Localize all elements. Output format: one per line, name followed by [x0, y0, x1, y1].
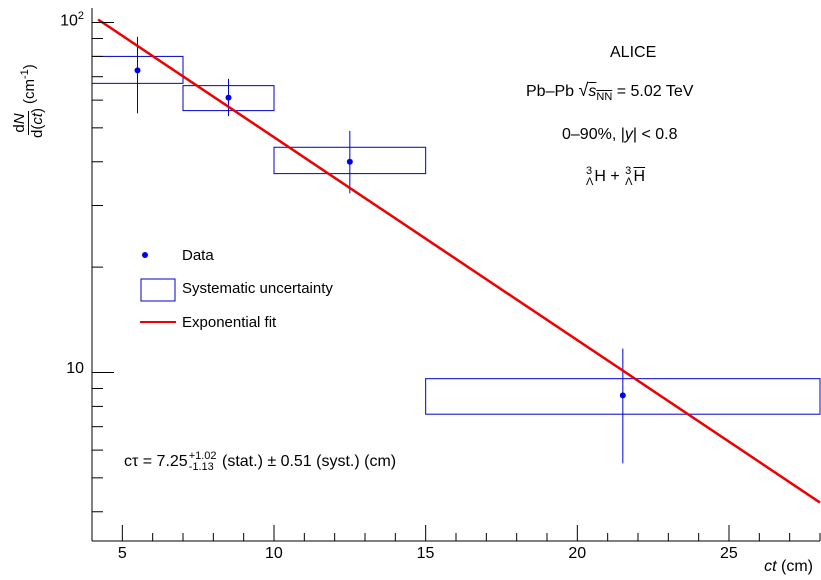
system-prefix: Pb–Pb: [526, 83, 575, 100]
legend-label-data: Data: [182, 246, 214, 264]
ctau-rest: (stat.) ± 0.51 (syst.) (cm): [222, 453, 397, 471]
rapidity-suffix: < 0.8: [641, 126, 678, 143]
fit-line-group: [97, 18, 821, 504]
y-tick-label: 102: [60, 10, 84, 30]
data-point-3: [619, 392, 626, 399]
collision-system-label: Pb–Pb √sNN = 5.02 TeV: [526, 80, 694, 104]
centrality-prefix: 0–90%,: [562, 126, 617, 143]
x-tick-label: 10: [265, 545, 283, 562]
x-tick-label: 25: [720, 545, 738, 562]
systematic-boxes: [91, 55, 821, 415]
fit-line: [97, 18, 821, 504]
y-axis-label: dN d(ct) (cm-1): [10, 64, 46, 138]
legend-item-data: Data: [140, 243, 214, 267]
ctau-value: cτ = 7.25: [124, 453, 188, 471]
x-tick-label: 5: [117, 545, 127, 562]
data-point-2: [346, 158, 353, 165]
hypertriton-label: 3 ΛH + 3 ΛH: [586, 165, 646, 188]
x-tick-label: 15: [416, 545, 435, 562]
data-point-0: [134, 67, 141, 74]
legend-label-fit: Exponential fit: [182, 313, 277, 331]
data-points: [134, 67, 626, 399]
x-axis-label: ct (cm): [764, 558, 813, 575]
legend-marker-data: [140, 245, 176, 265]
legend-item-fit: Exponential fit: [140, 310, 276, 334]
legend-marker-fit: [140, 312, 176, 332]
ctau-result-label: cτ = 7.25+1.02 -1.13 (stat.) ± 0.51 (syst…: [124, 451, 396, 473]
ctau-err-plus: +1.02: [188, 450, 217, 462]
legend-label-systematic: Systematic uncertainty: [182, 279, 333, 297]
legend-marker-systematic: [140, 278, 176, 302]
x-tick-label: 20: [568, 545, 587, 562]
y-tick-label: 10: [66, 360, 84, 378]
tick-marks: [91, 21, 821, 541]
centrality-rapidity-label: 0–90%, |y| < 0.8: [562, 126, 678, 143]
legend-item-systematic: Systematic uncertainty: [140, 276, 333, 302]
data-point-1: [225, 94, 232, 101]
energy-value: = 5.02 TeV: [616, 83, 694, 100]
experiment-label: ALICE: [610, 44, 657, 61]
ctau-err-minus: -1.13: [188, 461, 214, 473]
